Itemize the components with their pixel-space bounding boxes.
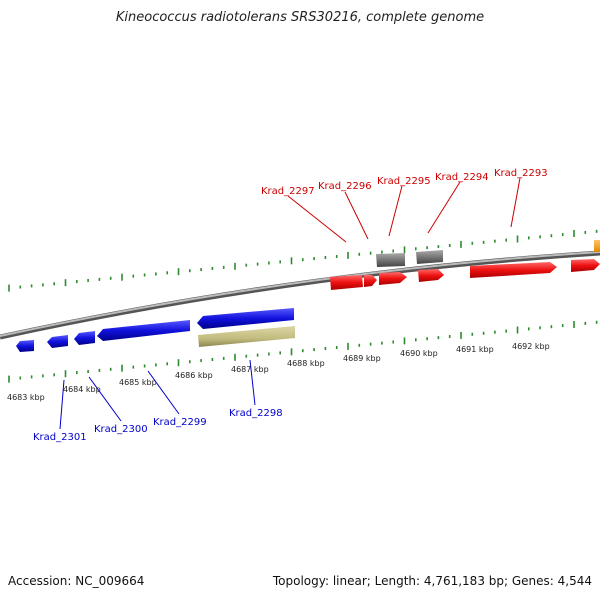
kbp-labels: 4683 kbp 4684 kbp 4685 kbp 4686 kbp 4687… [7,342,550,402]
pseudogene-block[interactable] [416,250,443,264]
gene-label[interactable]: Krad_2298 [229,408,283,419]
gene-arrow[interactable] [74,331,95,345]
gene-label[interactable]: Krad_2293 [494,168,548,179]
upper-tick-ruler [8,229,598,292]
plus-strand-labels: Krad_2297 Krad_2296 Krad_2295 Krad_2294 … [261,168,548,197]
rna-gene-block[interactable] [198,326,295,347]
gene-arrow[interactable] [197,308,294,329]
gene-arrow[interactable] [379,272,407,285]
gene-arrow[interactable] [97,320,190,341]
kbp-label: 4692 kbp [512,342,550,351]
gene-arrow[interactable] [571,259,600,272]
gene-arrow[interactable] [364,275,377,287]
map-title: Kineococcus radiotolerans SRS30216, comp… [115,10,485,25]
kbp-label: 4687 kbp [231,365,269,374]
gene-label[interactable]: Krad_2296 [318,181,372,192]
gene-label[interactable]: Krad_2301 [33,432,87,443]
minus-strand-labels: Krad_2301 Krad_2300 Krad_2299 Krad_2298 [33,408,283,443]
kbp-label: 4683 kbp [7,393,45,402]
kbp-label: 4689 kbp [343,354,381,363]
gene-label[interactable]: Krad_2300 [94,424,148,435]
kbp-label: 4686 kbp [175,371,213,380]
accession-text: Accession: NC_009664 [8,574,145,588]
label-connectors [59,177,521,430]
gene-arrow[interactable] [330,275,363,290]
kbp-label: 4691 kbp [456,345,494,354]
gene-label[interactable]: Krad_2295 [377,176,431,187]
kbp-label: 4685 kbp [119,378,157,387]
gene-arrow[interactable] [470,262,557,278]
gene-label[interactable]: Krad_2299 [153,417,207,428]
kbp-label: 4684 kbp [63,385,101,394]
gene-arrow[interactable] [16,340,34,352]
gene-label[interactable]: Krad_2297 [261,186,315,197]
topology-stats: Topology: linear; Length: 4,761,183 bp; … [272,574,592,588]
gene-block[interactable] [594,240,600,252]
pseudogene-block[interactable] [376,253,405,267]
gene-label[interactable]: Krad_2294 [435,172,489,183]
kbp-label: 4690 kbp [400,349,438,358]
lower-tick-ruler [8,320,598,383]
kbp-label: 4688 kbp [287,359,325,368]
gene-arrow[interactable] [418,269,444,282]
gene-arrow[interactable] [47,335,68,348]
chromosome-backbone-highlight [0,251,600,337]
